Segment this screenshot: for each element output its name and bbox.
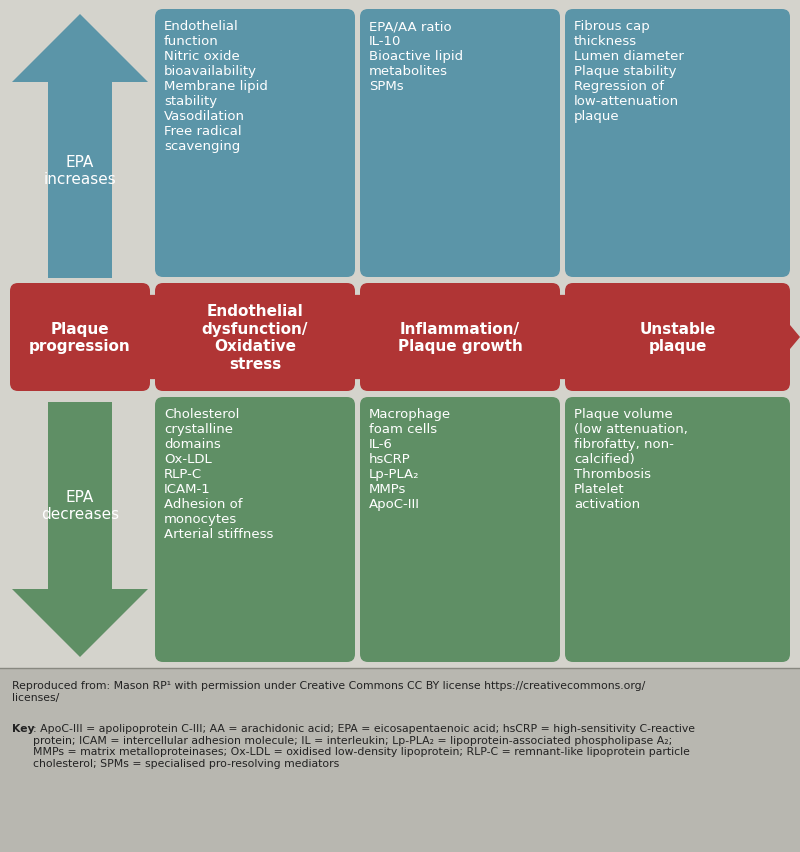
Text: EPA
decreases: EPA decreases — [41, 489, 119, 521]
Text: Endothelial
dysfunction/
Oxidative
stress: Endothelial dysfunction/ Oxidative stres… — [202, 304, 308, 371]
Text: EPA
increases: EPA increases — [44, 155, 116, 187]
Text: : ApoC-III = apolipoprotein C-III; AA = arachidonic acid; EPA = eicosapentaenoic: : ApoC-III = apolipoprotein C-III; AA = … — [33, 723, 695, 768]
Bar — [0, 668, 800, 852]
FancyBboxPatch shape — [565, 284, 790, 392]
Text: Macrophage
foam cells
IL-6
hsCRP
Lp-PLA₂
MMPs
ApoC-III: Macrophage foam cells IL-6 hsCRP Lp-PLA₂… — [369, 407, 451, 510]
Text: Cholesterol
crystalline
domains
Ox-LDL
RLP-C
ICAM-1
Adhesion of
monocytes
Arteri: Cholesterol crystalline domains Ox-LDL R… — [164, 407, 274, 540]
FancyBboxPatch shape — [565, 10, 790, 278]
Text: Plaque
progression: Plaque progression — [29, 321, 131, 354]
Polygon shape — [12, 15, 148, 279]
Text: Inflammation/
Plaque growth: Inflammation/ Plaque growth — [398, 321, 522, 354]
Text: EPA/AA ratio
IL-10
Bioactive lipid
metabolites
SPMs: EPA/AA ratio IL-10 Bioactive lipid metab… — [369, 20, 463, 93]
FancyBboxPatch shape — [155, 398, 355, 662]
Text: Key: Key — [12, 723, 34, 733]
Text: Plaque volume
(low attenuation,
fibrofatty, non-
calcified)
Thrombosis
Platelet
: Plaque volume (low attenuation, fibrofat… — [574, 407, 688, 510]
Text: Endothelial
function
Nitric oxide
bioavailability
Membrane lipid
stability
Vasod: Endothelial function Nitric oxide bioava… — [164, 20, 268, 153]
FancyBboxPatch shape — [155, 10, 355, 278]
FancyBboxPatch shape — [10, 284, 150, 392]
Polygon shape — [12, 402, 148, 657]
FancyBboxPatch shape — [360, 398, 560, 662]
FancyBboxPatch shape — [360, 10, 560, 278]
Polygon shape — [10, 284, 800, 392]
FancyBboxPatch shape — [565, 398, 790, 662]
Text: Unstable
plaque: Unstable plaque — [639, 321, 716, 354]
Text: Fibrous cap
thickness
Lumen diameter
Plaque stability
Regression of
low-attenuat: Fibrous cap thickness Lumen diameter Pla… — [574, 20, 684, 123]
FancyBboxPatch shape — [155, 284, 355, 392]
Text: Reproduced from: Mason RP¹ with permission under Creative Commons CC BY license : Reproduced from: Mason RP¹ with permissi… — [12, 680, 646, 702]
FancyBboxPatch shape — [360, 284, 560, 392]
